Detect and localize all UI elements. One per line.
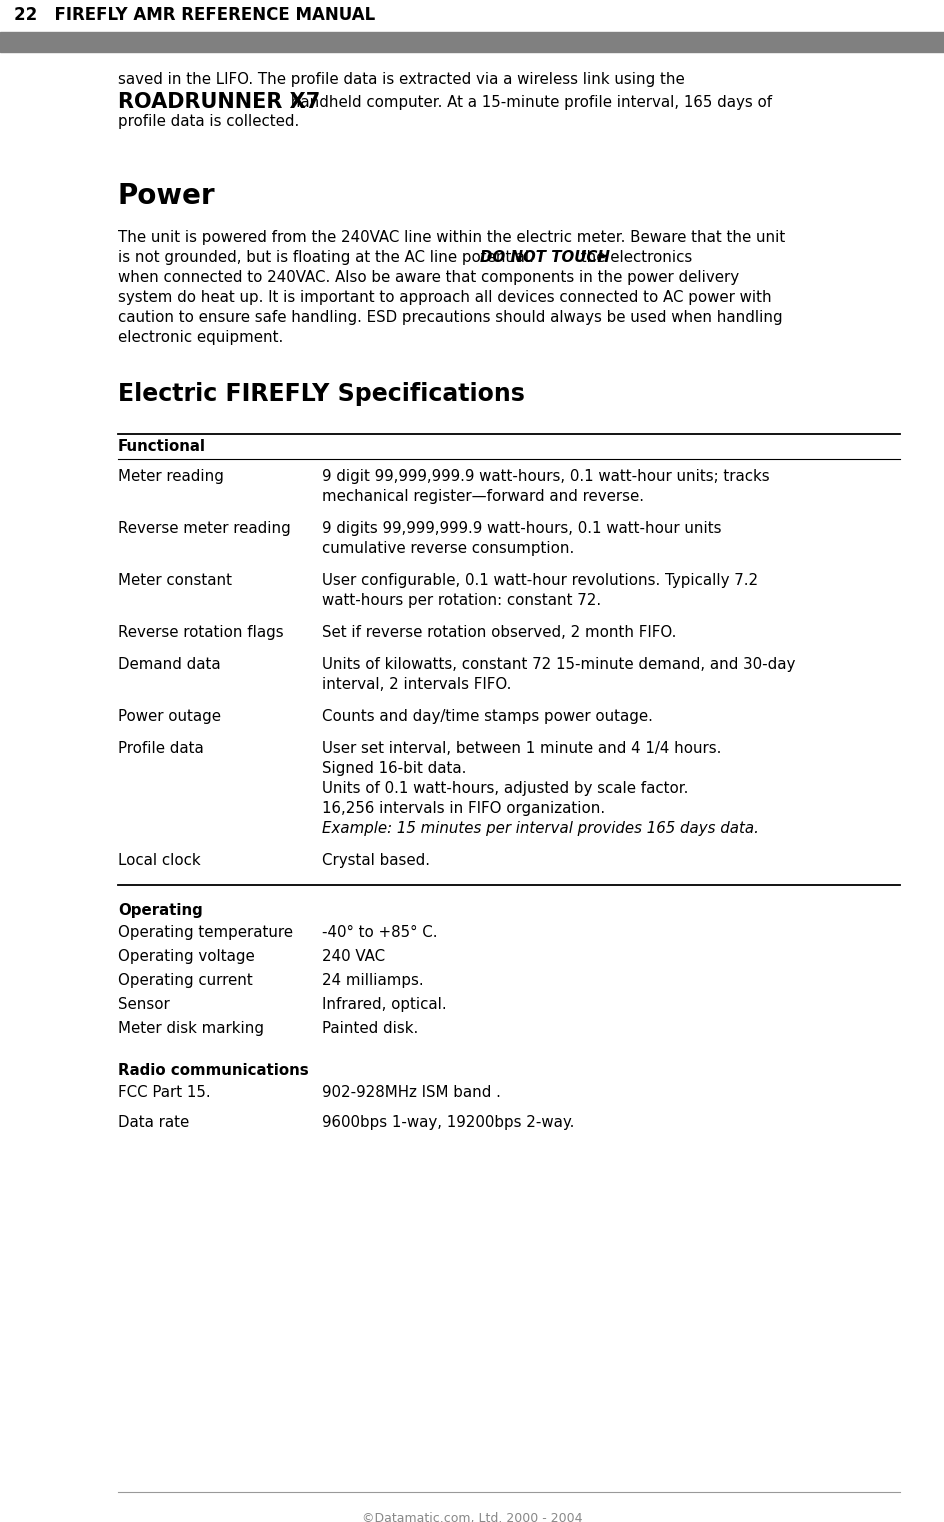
Text: Electric FIREFLY Specifications: Electric FIREFLY Specifications [118,382,525,406]
Text: Reverse rotation flags: Reverse rotation flags [118,626,283,639]
Text: Infrared, optical.: Infrared, optical. [322,997,447,1012]
Text: 902-928MHz ISM band .: 902-928MHz ISM band . [322,1085,501,1100]
Text: Demand data: Demand data [118,658,221,673]
Text: caution to ensure safe handling. ESD precautions should always be used when hand: caution to ensure safe handling. ESD pre… [118,310,783,326]
Text: is not grounded, but is floating at the AC line potential.: is not grounded, but is floating at the … [118,250,539,265]
Text: when connected to 240VAC. Also be aware that components in the power delivery: when connected to 240VAC. Also be aware … [118,269,739,285]
Text: interval, 2 intervals FIFO.: interval, 2 intervals FIFO. [322,677,512,693]
Text: Painted disk.: Painted disk. [322,1021,418,1036]
Text: Example: 15 minutes per interval provides 165 days data.: Example: 15 minutes per interval provide… [322,820,759,836]
Text: Functional: Functional [118,438,206,454]
Text: Operating: Operating [118,903,203,918]
Text: Signed 16-bit data.: Signed 16-bit data. [322,761,466,776]
Text: system do heat up. It is important to approach all devices connected to AC power: system do heat up. It is important to ap… [118,291,771,304]
Text: Units of 0.1 watt-hours, adjusted by scale factor.: Units of 0.1 watt-hours, adjusted by sca… [322,781,688,796]
Text: Power outage: Power outage [118,709,221,724]
Text: Power: Power [118,183,215,210]
Text: ROADRUNNER X7: ROADRUNNER X7 [118,91,320,113]
Text: Profile data: Profile data [118,741,204,756]
Text: the electronics: the electronics [576,250,692,265]
Text: 9600bps 1-way, 19200bps 2-way.: 9600bps 1-way, 19200bps 2-way. [322,1116,574,1129]
Text: Sensor: Sensor [118,997,170,1012]
Text: electronic equipment.: electronic equipment. [118,330,283,345]
Text: profile data is collected.: profile data is collected. [118,114,299,129]
Text: Operating current: Operating current [118,973,253,988]
Text: 22   FIREFLY AMR REFERENCE MANUAL: 22 FIREFLY AMR REFERENCE MANUAL [14,6,376,24]
Text: FCC Part 15.: FCC Part 15. [118,1085,211,1100]
Text: Operating voltage: Operating voltage [118,950,255,963]
Text: saved in the LIFO. The profile data is extracted via a wireless link using the: saved in the LIFO. The profile data is e… [118,72,684,87]
Text: Operating temperature: Operating temperature [118,925,293,941]
Text: 24 milliamps.: 24 milliamps. [322,973,424,988]
Text: cumulative reverse consumption.: cumulative reverse consumption. [322,540,574,556]
Text: Meter reading: Meter reading [118,469,224,484]
Text: Counts and day/time stamps power outage.: Counts and day/time stamps power outage. [322,709,653,724]
Text: Radio communications: Radio communications [118,1062,309,1078]
Text: Local clock: Local clock [118,852,201,868]
Text: Data rate: Data rate [118,1116,189,1129]
Text: The unit is powered from the 240VAC line within the electric meter. Beware that : The unit is powered from the 240VAC line… [118,230,785,245]
Text: Set if reverse rotation observed, 2 month FIFO.: Set if reverse rotation observed, 2 mont… [322,626,676,639]
Text: watt-hours per rotation: constant 72.: watt-hours per rotation: constant 72. [322,594,601,607]
Bar [0,32,944,52]
Text: Crystal based.: Crystal based. [322,852,430,868]
Text: 16,256 intervals in FIFO organization.: 16,256 intervals in FIFO organization. [322,801,605,816]
Text: User set interval, between 1 minute and 4 1/4 hours.: User set interval, between 1 minute and … [322,741,721,756]
Text: Meter constant: Meter constant [118,572,232,587]
Text: ©Datamatic.com, Ltd. 2000 - 2004: ©Datamatic.com, Ltd. 2000 - 2004 [362,1511,582,1522]
Text: -40° to +85° C.: -40° to +85° C. [322,925,437,941]
Text: Reverse meter reading: Reverse meter reading [118,521,291,536]
Text: handheld computer. At a 15-minute profile interval, 165 days of: handheld computer. At a 15-minute profil… [286,94,772,110]
Text: 240 VAC: 240 VAC [322,950,385,963]
Text: Meter disk marking: Meter disk marking [118,1021,264,1036]
Text: User configurable, 0.1 watt-hour revolutions. Typically 7.2: User configurable, 0.1 watt-hour revolut… [322,572,758,587]
Text: 9 digits 99,999,999.9 watt-hours, 0.1 watt-hour units: 9 digits 99,999,999.9 watt-hours, 0.1 wa… [322,521,721,536]
Text: mechanical register—forward and reverse.: mechanical register—forward and reverse. [322,489,644,504]
Text: Units of kilowatts, constant 72 15-minute demand, and 30-day: Units of kilowatts, constant 72 15-minut… [322,658,796,673]
Text: DO NOT TOUCH: DO NOT TOUCH [480,250,610,265]
Text: 9 digit 99,999,999.9 watt-hours, 0.1 watt-hour units; tracks: 9 digit 99,999,999.9 watt-hours, 0.1 wat… [322,469,769,484]
